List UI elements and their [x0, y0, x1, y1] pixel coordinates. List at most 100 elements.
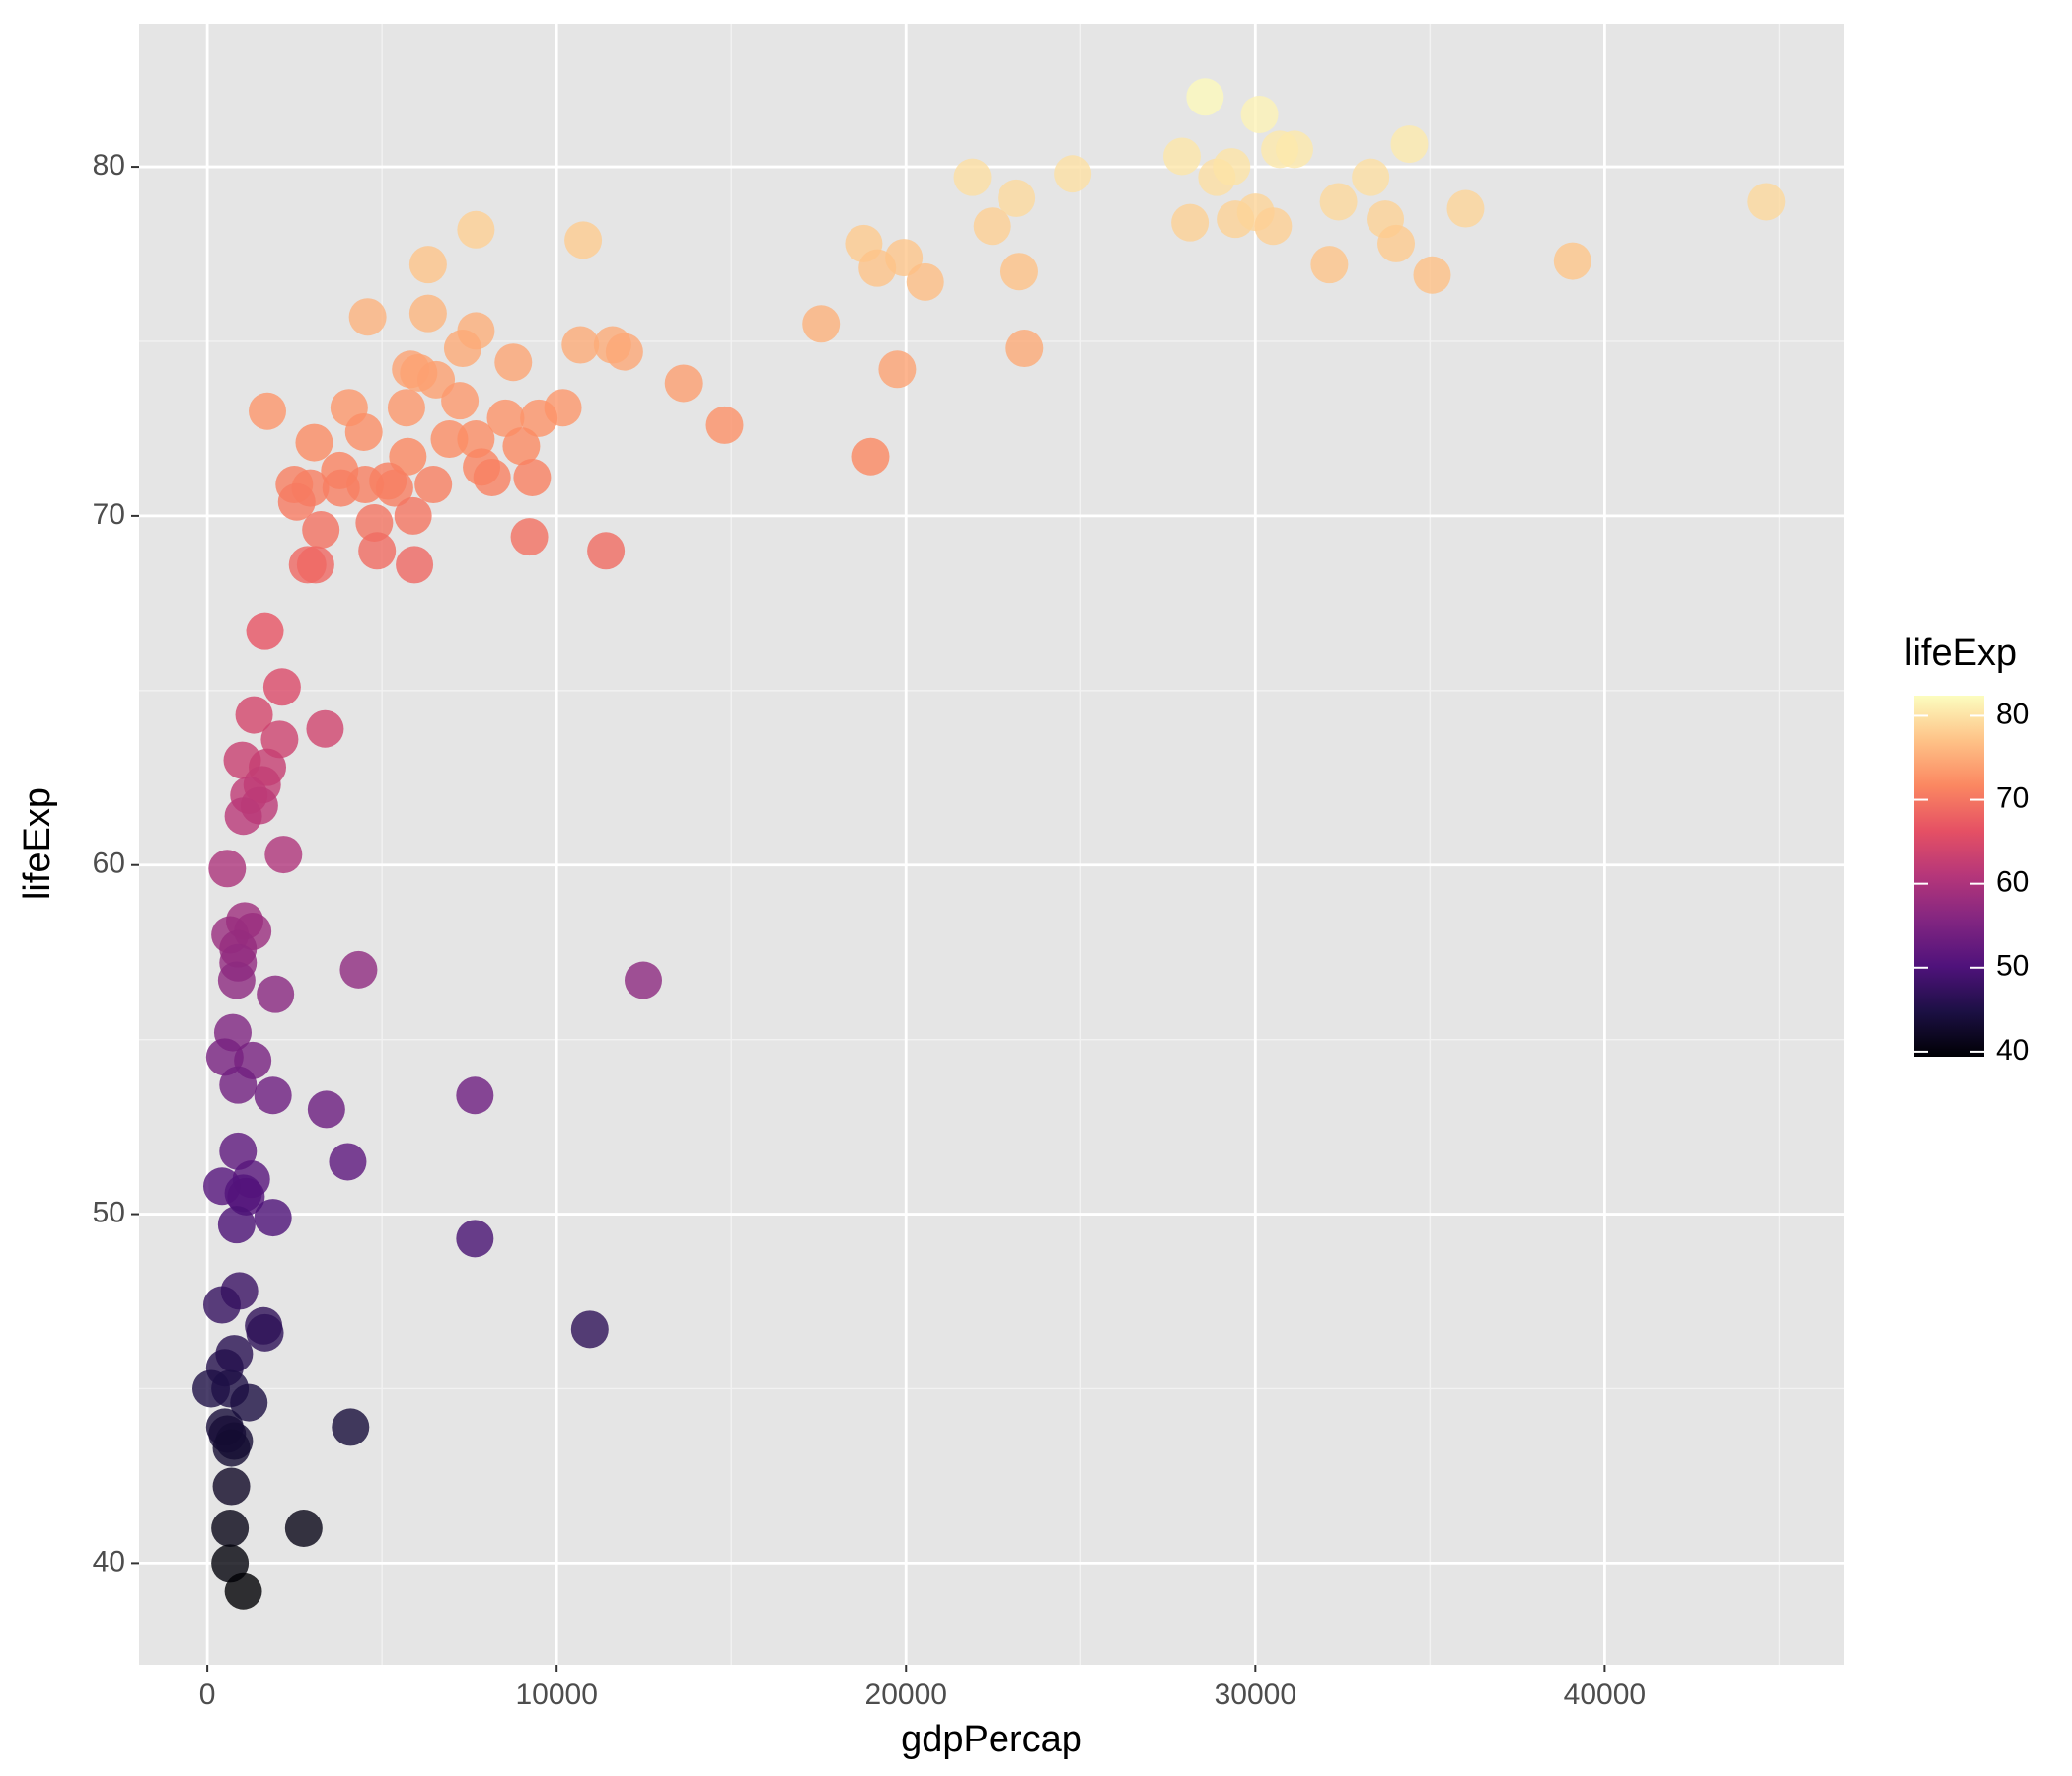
y-axis-title: lifeExp [17, 787, 58, 900]
point [564, 221, 603, 259]
point [456, 1076, 494, 1115]
point [1319, 183, 1358, 221]
x-tick-label: 40000 [1564, 1678, 1646, 1711]
point [219, 1066, 258, 1104]
point [858, 249, 897, 287]
point [1186, 78, 1224, 116]
point [307, 1090, 345, 1129]
point [339, 950, 378, 989]
point [513, 458, 552, 496]
point [1390, 125, 1429, 164]
point [332, 1408, 370, 1446]
point [211, 1510, 250, 1548]
point [277, 482, 316, 521]
point [502, 427, 541, 466]
point [329, 1143, 367, 1181]
point [355, 503, 394, 542]
colorbar-label: 50 [1996, 950, 2029, 983]
colorbar-label: 60 [1996, 866, 2029, 899]
point [284, 1510, 323, 1548]
point [520, 399, 558, 437]
point [605, 333, 643, 371]
point [494, 343, 533, 382]
point [296, 546, 334, 584]
point [202, 1286, 241, 1324]
point [973, 207, 1011, 246]
point [387, 389, 425, 427]
point [306, 709, 344, 748]
point [257, 975, 295, 1013]
y-tick-label: 70 [93, 498, 125, 531]
point [802, 305, 841, 343]
point [224, 797, 262, 836]
point [430, 420, 469, 459]
y-tick-label: 80 [93, 149, 125, 182]
point [1162, 137, 1201, 176]
point [1352, 158, 1390, 196]
x-axis-title: gdpPercap [901, 1719, 1082, 1760]
point [1413, 256, 1451, 294]
point [414, 466, 453, 504]
point [219, 1132, 258, 1170]
point [1254, 207, 1293, 246]
point [1054, 155, 1092, 193]
point [1553, 242, 1591, 280]
point [408, 246, 447, 284]
y-tick-label: 60 [93, 848, 125, 880]
point [457, 210, 495, 249]
point [211, 1544, 250, 1583]
point [510, 518, 549, 556]
point [302, 511, 340, 550]
y-tick-label: 40 [93, 1545, 125, 1578]
y-tick-label: 50 [93, 1196, 125, 1228]
point [358, 532, 397, 570]
point [235, 696, 273, 734]
point [457, 420, 495, 459]
point [664, 364, 703, 403]
point [1005, 330, 1044, 368]
point [443, 330, 481, 368]
point [953, 158, 992, 196]
point [878, 350, 917, 389]
point [1213, 148, 1251, 186]
x-tick-label: 30000 [1215, 1678, 1296, 1711]
point [208, 850, 247, 888]
point [254, 1199, 292, 1237]
point [906, 262, 944, 301]
colorbar-label: 70 [1996, 781, 2029, 814]
point [262, 668, 301, 706]
point [249, 392, 287, 430]
colorbar-label: 80 [1996, 698, 2029, 730]
x-tick-label: 20000 [865, 1678, 947, 1711]
point [246, 612, 284, 650]
point [1275, 130, 1313, 169]
point [561, 326, 600, 364]
point [1377, 224, 1416, 262]
point [344, 412, 383, 451]
point [260, 720, 299, 759]
point [1240, 95, 1279, 133]
point [1747, 183, 1786, 221]
colorbar-label: 40 [1996, 1034, 2029, 1067]
point [851, 437, 890, 476]
point [396, 546, 434, 584]
point [1446, 189, 1485, 228]
point [230, 1383, 268, 1422]
point [205, 1038, 244, 1076]
point [473, 458, 511, 496]
point [394, 496, 432, 535]
point [1310, 246, 1349, 284]
point [998, 179, 1036, 217]
point [456, 1220, 494, 1258]
point [217, 961, 256, 999]
colorbar [1914, 696, 1984, 1057]
point [217, 1206, 256, 1244]
point [408, 294, 447, 333]
point [999, 253, 1038, 291]
point [441, 382, 480, 420]
point [254, 1076, 292, 1115]
point [570, 1310, 609, 1349]
point [295, 423, 333, 462]
point [705, 406, 744, 444]
